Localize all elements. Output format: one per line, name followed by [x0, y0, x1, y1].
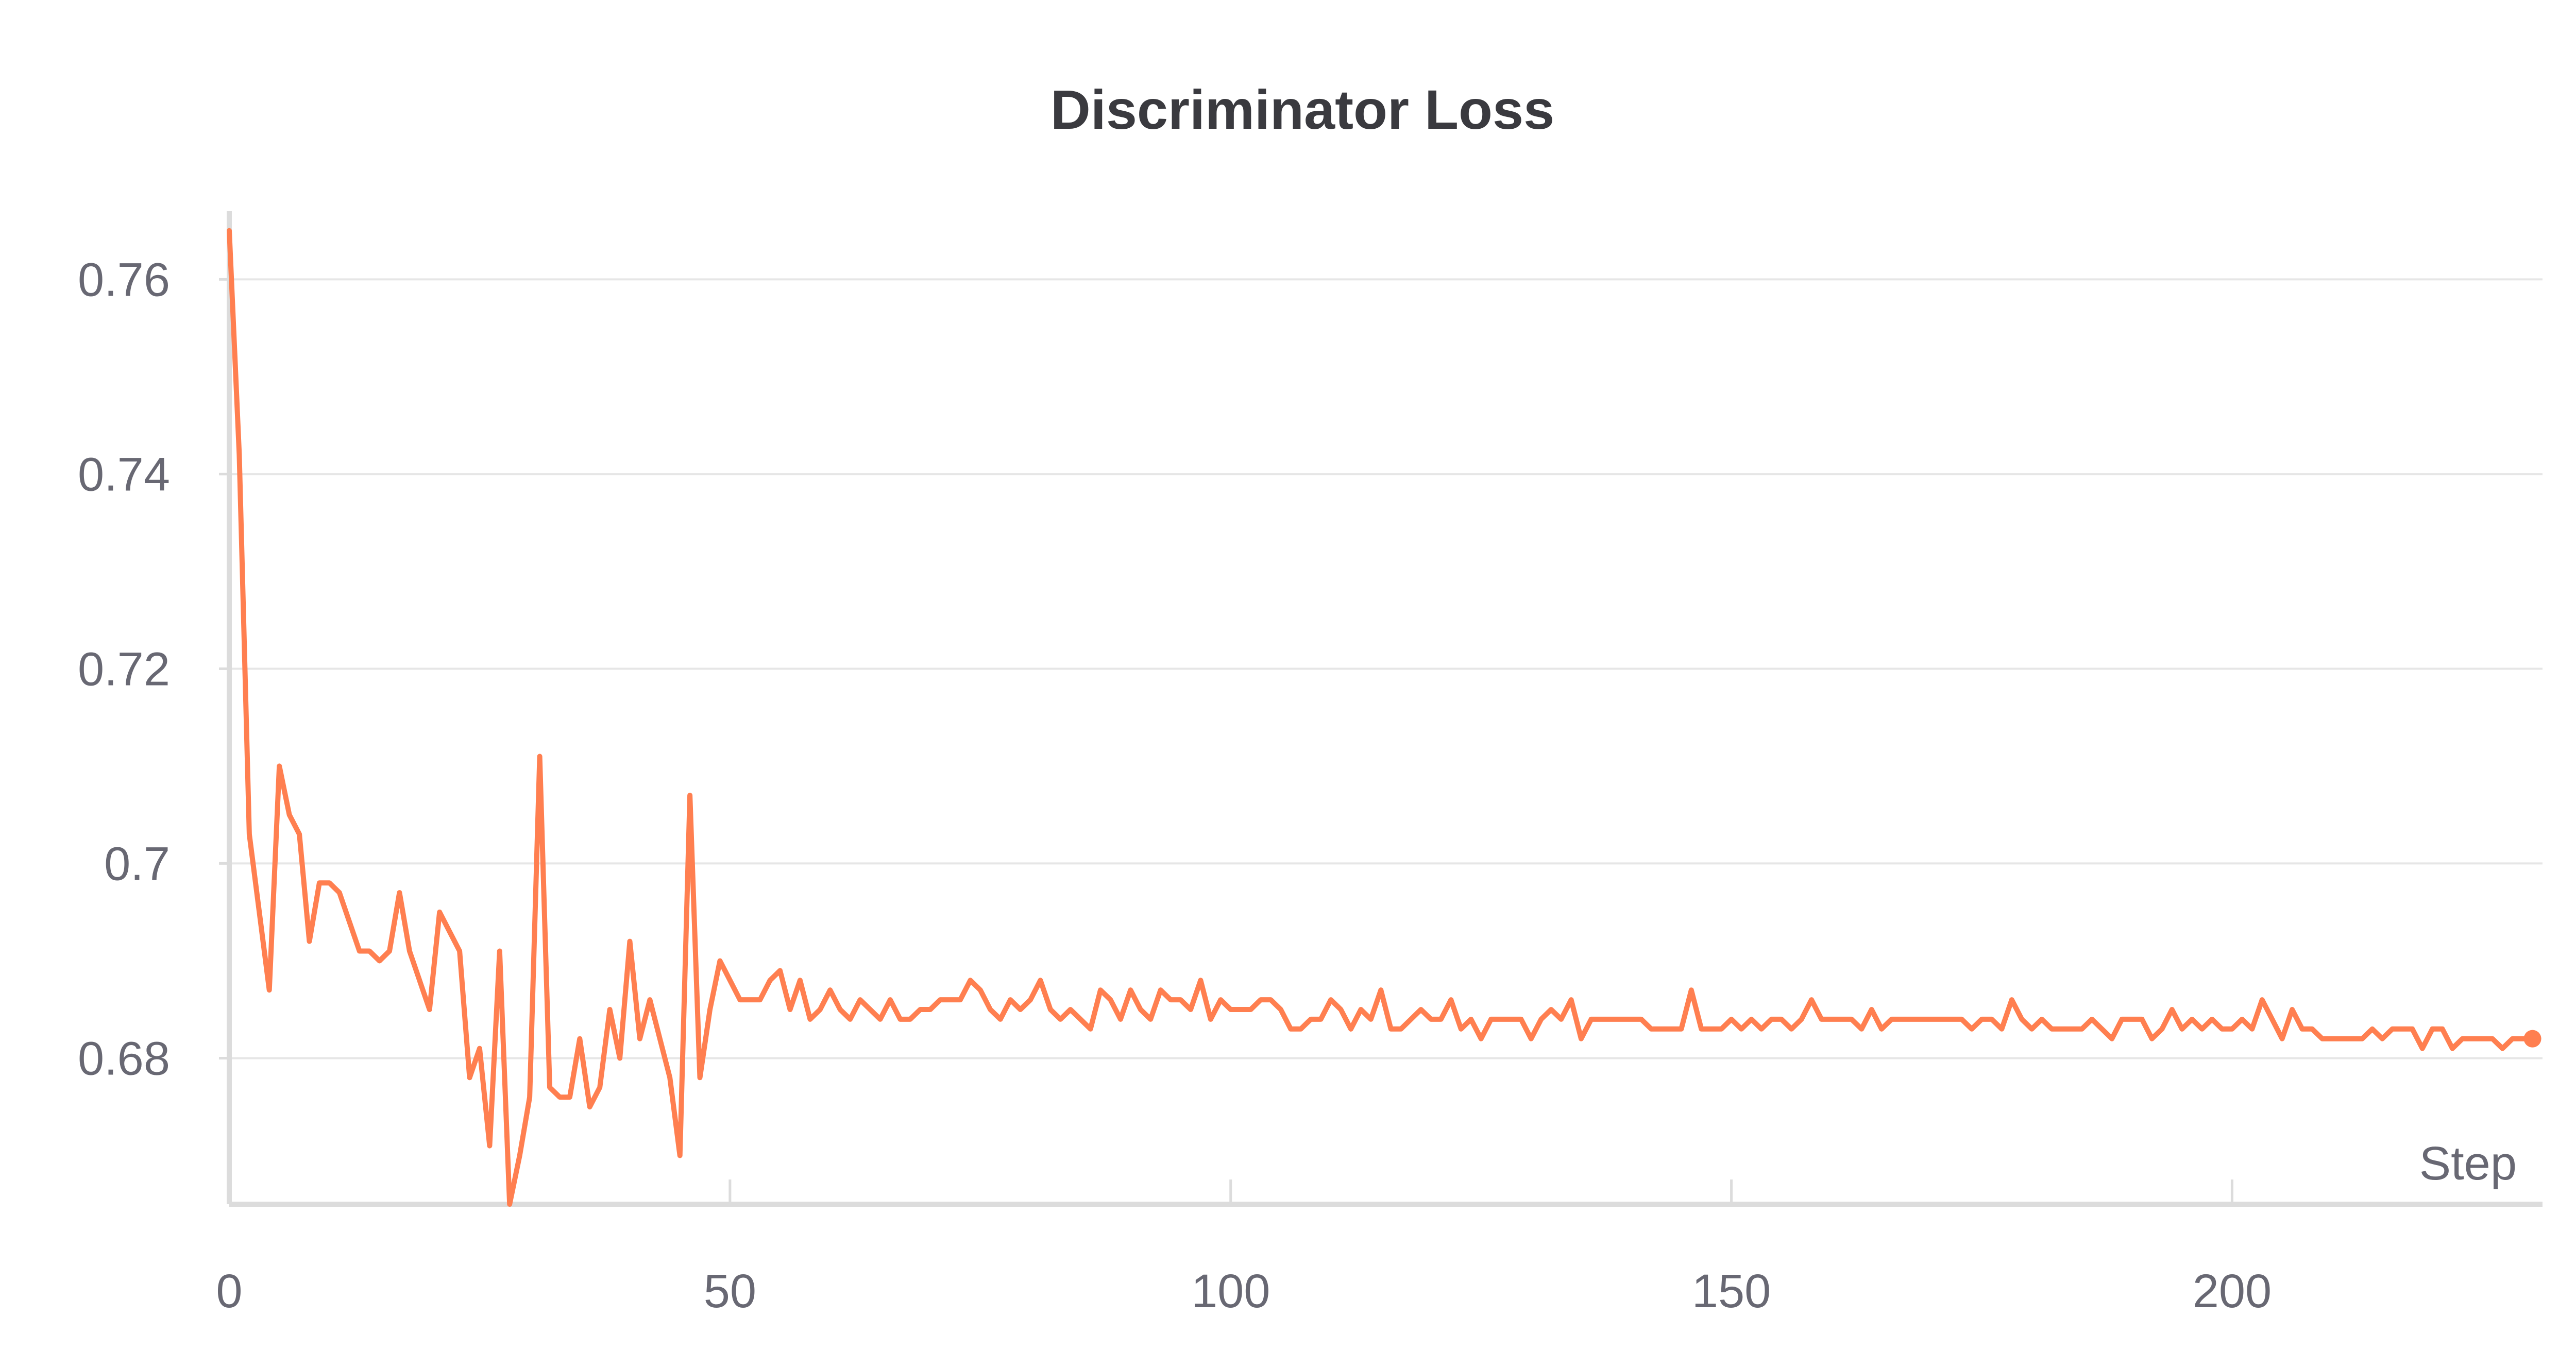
y-tick-label: 0.74: [78, 448, 170, 501]
y-tick-label: 0.72: [78, 643, 170, 695]
chart-title: Discriminator Loss: [1050, 78, 1555, 141]
y-tick-label: 0.76: [78, 253, 170, 306]
series-line: [227, 228, 2535, 1207]
y-tick-labels: 0.68 0.7 0.72 0.74 0.76: [78, 253, 170, 1085]
x-tick-label: 50: [704, 1265, 756, 1318]
x-tick-label: 0: [216, 1265, 242, 1318]
grid-lines: [219, 278, 2543, 1059]
y-tick-label: 0.68: [78, 1032, 170, 1085]
y-tick-label: 0.7: [104, 837, 170, 890]
axes: [227, 211, 2543, 1207]
x-tick-label: 100: [1191, 1265, 1270, 1318]
x-tick-label: 200: [2193, 1265, 2272, 1318]
series-layer: [227, 228, 2541, 1207]
x-axis-label: Step: [2419, 1137, 2517, 1190]
series-end-point: [2523, 1030, 2541, 1048]
x-tick-labels: 0 50 100 150 200: [216, 1179, 2272, 1318]
x-tick-label: 150: [1692, 1265, 1771, 1318]
